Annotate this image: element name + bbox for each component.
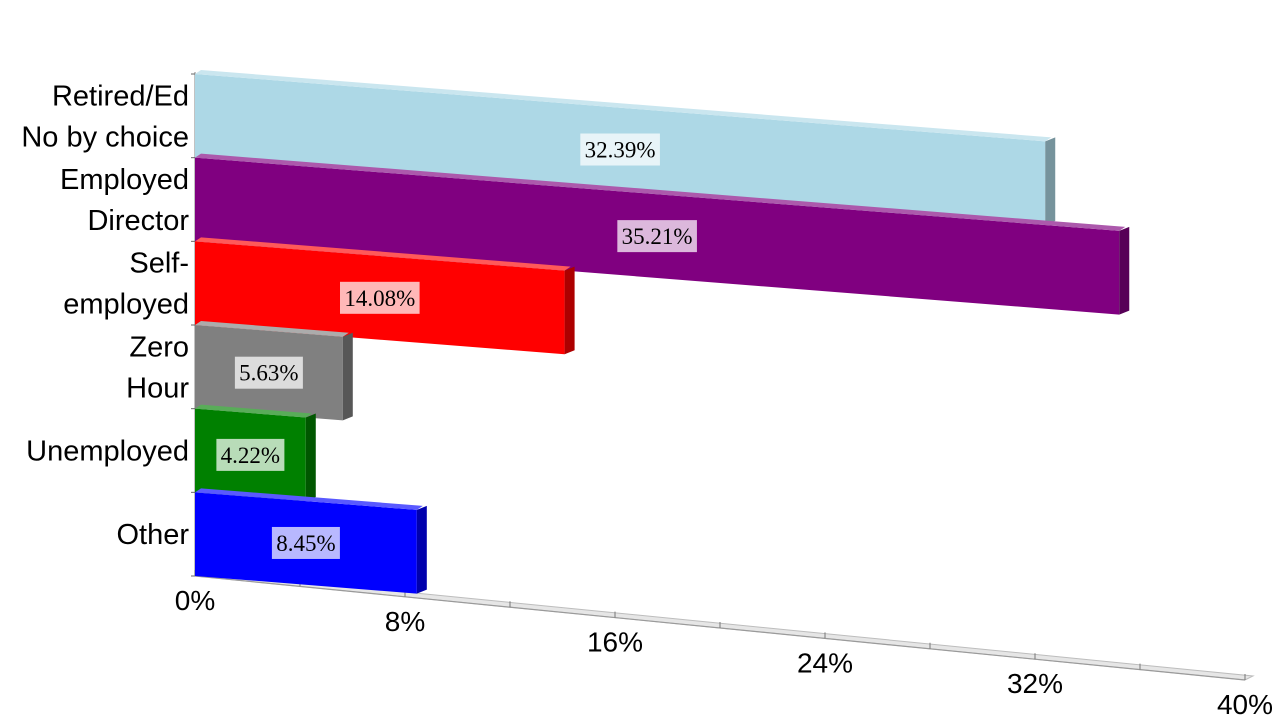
data-label-box bbox=[271, 526, 340, 559]
bar-top-face bbox=[195, 237, 571, 271]
category-label: Director bbox=[87, 205, 189, 237]
x-tick-label: 40% bbox=[1217, 689, 1273, 720]
category-label: Other bbox=[116, 519, 189, 551]
chart-labels: 0% 8% 16% 24% 32% 40% Retired/Ed No by choice 32… bbox=[21, 80, 1273, 720]
x-tick-label: 32% bbox=[1007, 668, 1063, 699]
category-label: Self- bbox=[129, 248, 189, 280]
bar-top-face bbox=[195, 404, 312, 418]
category-label: Hour bbox=[126, 372, 189, 404]
bar-top-face bbox=[195, 488, 423, 510]
category-label: Employed bbox=[60, 164, 189, 196]
data-label: 32.39% bbox=[585, 138, 656, 163]
data-label-box bbox=[234, 356, 303, 389]
bar-end-face bbox=[1045, 137, 1056, 226]
bar-top-face bbox=[195, 321, 349, 337]
bar-top-face bbox=[195, 153, 1126, 231]
data-label: 5.63% bbox=[239, 361, 298, 386]
category-label: Zero bbox=[129, 331, 189, 363]
bar-end-face bbox=[305, 413, 316, 502]
bar-end-face bbox=[342, 332, 353, 421]
data-label: 14.08% bbox=[344, 286, 415, 311]
bar-top-face bbox=[195, 70, 1052, 142]
data-label: 35.21% bbox=[622, 224, 693, 249]
data-label: 4.22% bbox=[221, 443, 280, 468]
x-tick-label: 16% bbox=[587, 627, 643, 658]
x-tick-label: 8% bbox=[385, 606, 425, 637]
data-label: 8.45% bbox=[276, 531, 335, 556]
bar-end-face bbox=[564, 266, 575, 355]
data-label-box bbox=[580, 133, 660, 166]
category-label: Unemployed bbox=[26, 436, 189, 468]
x-tick-label: 24% bbox=[797, 647, 853, 678]
category-label: No by choice bbox=[21, 121, 189, 153]
data-label-box bbox=[340, 281, 420, 314]
category-label: employed bbox=[63, 289, 189, 321]
data-label-box bbox=[617, 220, 697, 253]
data-label-box bbox=[216, 438, 285, 471]
bar-end-face bbox=[416, 505, 427, 594]
bar-end-face bbox=[1119, 226, 1130, 315]
category-label: Retired/Ed bbox=[52, 80, 189, 112]
x-tick-label: 0% bbox=[175, 585, 215, 616]
chart-bars bbox=[195, 70, 1130, 594]
